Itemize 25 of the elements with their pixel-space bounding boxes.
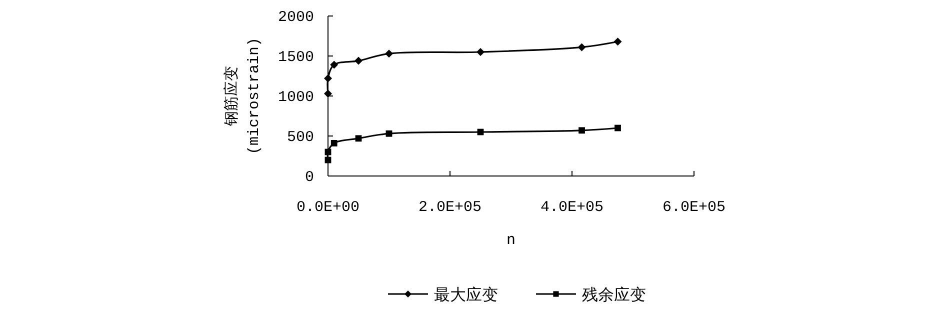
y-tick-label: 2000 xyxy=(278,9,314,26)
point xyxy=(386,130,392,137)
y-tick-label: 1500 xyxy=(278,49,314,66)
point xyxy=(324,74,332,82)
legend-label: 残余应变 xyxy=(582,285,646,304)
point xyxy=(578,43,586,52)
point xyxy=(355,135,362,142)
point xyxy=(476,48,484,56)
x-axis-title: n xyxy=(506,232,516,249)
x-tick-label: 6.0E+05 xyxy=(662,199,726,216)
x-tick-label: 0.0E+00 xyxy=(296,199,360,216)
legend-label: 最大应变 xyxy=(434,285,498,304)
point xyxy=(354,56,362,65)
point xyxy=(330,140,338,146)
point xyxy=(330,60,338,69)
y-axis-title: 钢筋应变 (microstrain) xyxy=(223,37,263,155)
point xyxy=(385,50,393,58)
x-tick-label: 2.0E+05 xyxy=(418,199,482,216)
point xyxy=(578,127,585,134)
point xyxy=(614,38,622,46)
x-tick-label: 4.0E+05 xyxy=(540,199,604,216)
y-tick-label: 0 xyxy=(304,169,314,186)
y-tick-label: 500 xyxy=(286,129,314,146)
point xyxy=(614,124,621,132)
y-tick-label: 1000 xyxy=(278,89,314,106)
